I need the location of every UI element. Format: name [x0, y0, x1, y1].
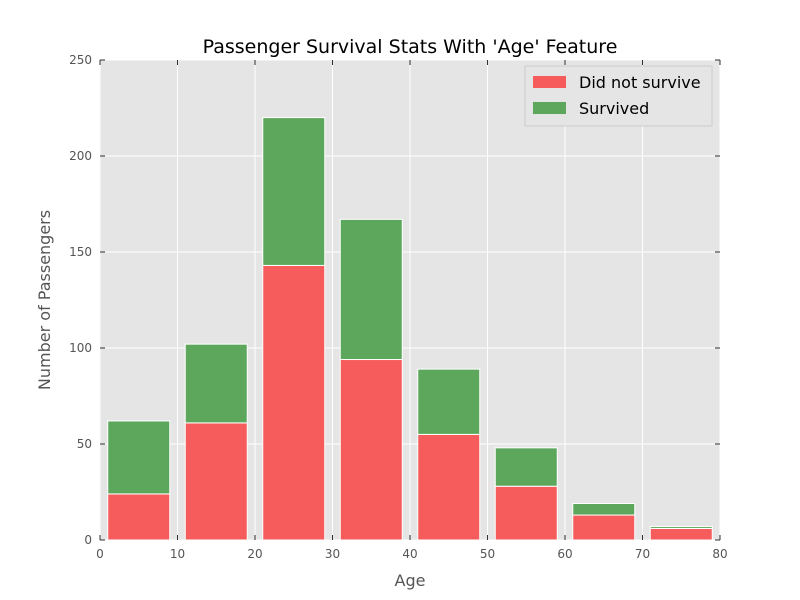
x-tick-label: 50 — [480, 547, 495, 561]
bar-survived-4 — [417, 368, 481, 435]
x-tick-label: 80 — [712, 547, 727, 561]
legend-label-survived: Survived — [579, 99, 649, 118]
bar-survived-5 — [494, 447, 558, 487]
legend-swatch-did-not-survive — [533, 76, 566, 88]
x-axis-title: Age — [395, 571, 426, 590]
bar-survived-7 — [649, 526, 713, 529]
y-axis-title: Number of Passengers — [35, 210, 54, 390]
bar-did-not-survive-3 — [339, 359, 403, 541]
x-tick-label: 0 — [96, 547, 104, 561]
bar-did-not-survive-1 — [184, 422, 248, 541]
bar-did-not-survive-5 — [494, 485, 558, 541]
x-tick-label: 70 — [635, 547, 650, 561]
bar-did-not-survive-4 — [417, 433, 481, 541]
bar-survived-3 — [339, 218, 403, 361]
legend-label-did-not-survive: Did not survive — [579, 73, 701, 92]
y-tick-label: 250 — [69, 53, 92, 67]
x-tick-label: 60 — [557, 547, 572, 561]
bar-survived-1 — [184, 343, 248, 424]
bar-did-not-survive-6 — [572, 514, 636, 541]
bar-did-not-survive-2 — [262, 264, 326, 541]
y-tick-label: 50 — [77, 437, 92, 451]
y-tick-label: 200 — [69, 149, 92, 163]
ticks: 0 10 20 30 40 50 60 70 80 0 50 100 150 200 250 — [69, 53, 728, 561]
legend-swatch-survived — [533, 102, 566, 114]
y-tick-label: 100 — [69, 341, 92, 355]
bar-did-not-survive-7 — [649, 527, 713, 541]
bar-survived-2 — [262, 117, 326, 266]
chart-title: Passenger Survival Stats With 'Age' Feat… — [203, 36, 618, 58]
x-tick-label: 40 — [402, 547, 417, 561]
legend: Did not survive Survived — [524, 65, 713, 127]
y-tick-label: 150 — [69, 245, 92, 259]
x-tick-label: 30 — [325, 547, 340, 561]
x-tick-label: 20 — [247, 547, 262, 561]
bar-survived-6 — [572, 503, 636, 516]
bars — [107, 117, 713, 541]
bar-did-not-survive-0 — [107, 493, 171, 541]
bar-survived-0 — [107, 420, 171, 495]
y-tick-label: 0 — [84, 533, 92, 547]
x-tick-label: 10 — [170, 547, 185, 561]
